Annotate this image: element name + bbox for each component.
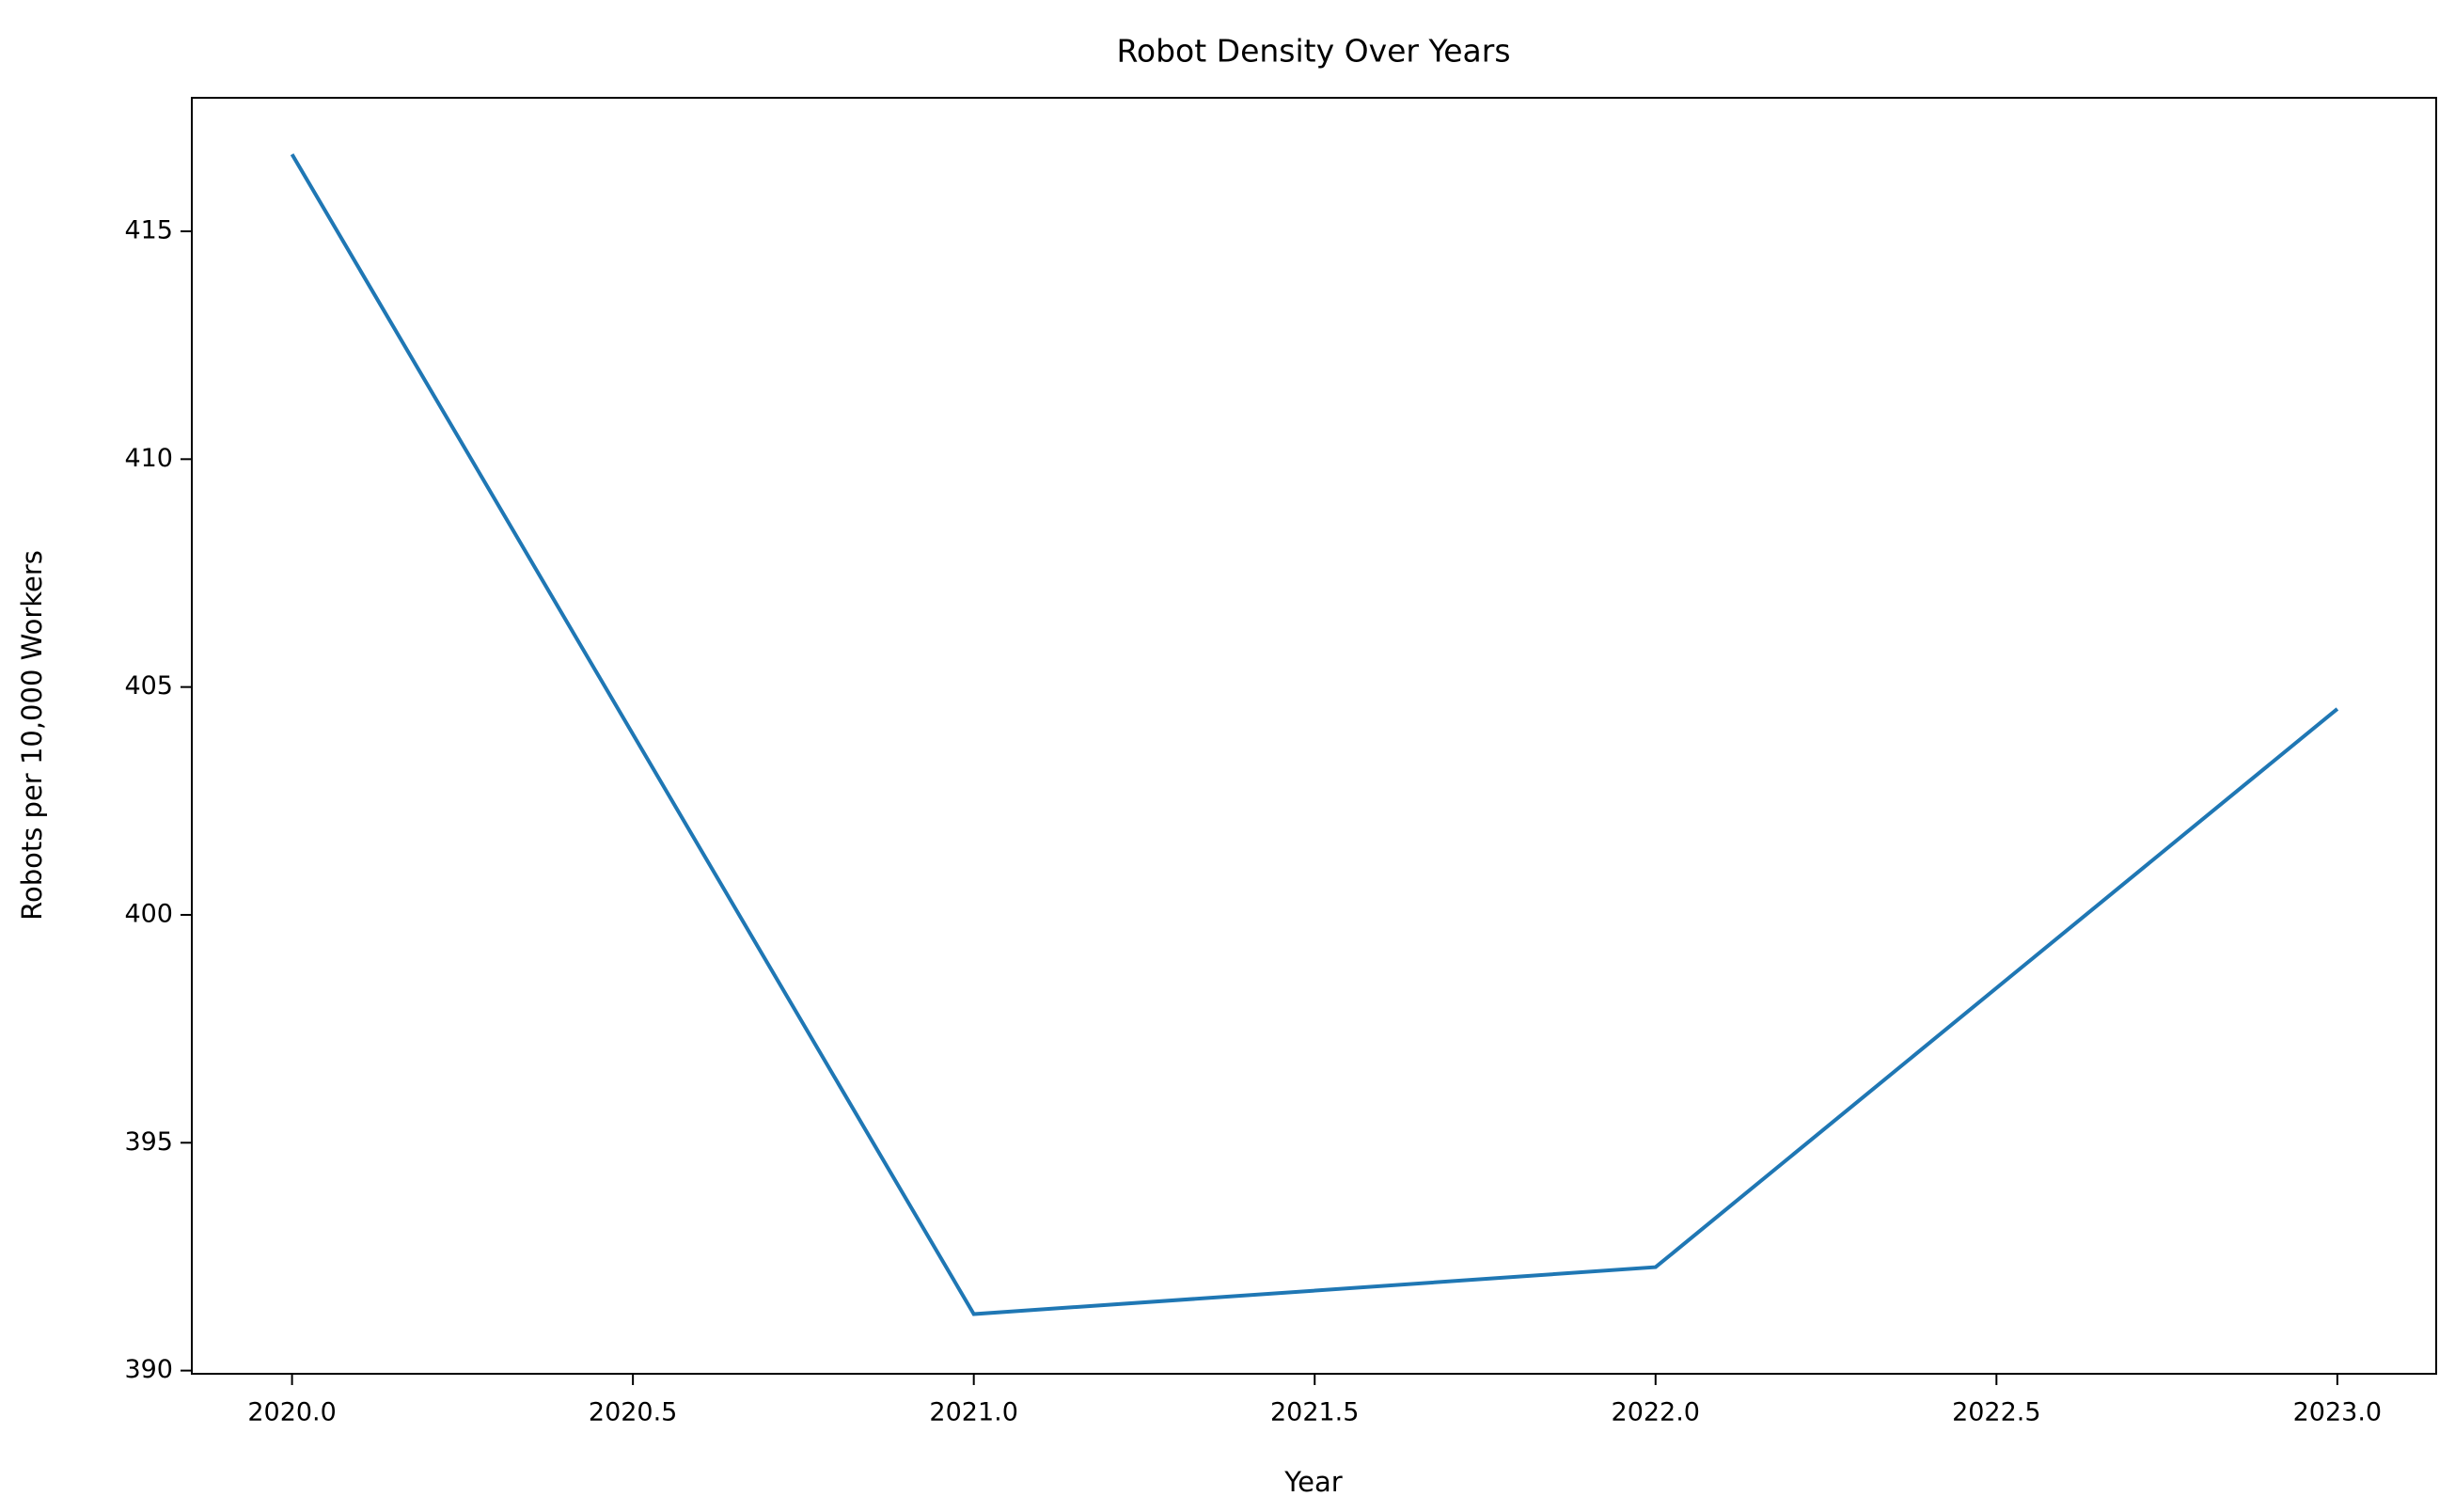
plot-frame [191,97,2437,1375]
y-tick-label: 410 [124,444,173,473]
y-tick-label: 400 [124,899,173,928]
y-tick-label: 415 [124,216,173,245]
x-tick-label: 2020.0 [247,1398,336,1427]
x-axis-label: Year [1283,1466,1342,1498]
data-line [290,153,2339,1316]
y-tick-label: 390 [124,1355,173,1384]
y-tick-label: 405 [124,671,173,701]
x-tick-label: 2020.5 [589,1398,677,1427]
x-tick-label: 2021.0 [929,1398,1017,1427]
x-tick-label: 2021.5 [1270,1398,1359,1427]
x-tick-label: 2022.5 [1952,1398,2040,1427]
y-tick-label: 395 [124,1127,173,1157]
chart-title: Robot Density Over Years [1116,33,1510,70]
x-tick-label: 2022.0 [1612,1398,1700,1427]
y-axis-label: Robots per 10,000 Workers [16,550,48,921]
x-tick-label: 2023.0 [2293,1398,2382,1427]
